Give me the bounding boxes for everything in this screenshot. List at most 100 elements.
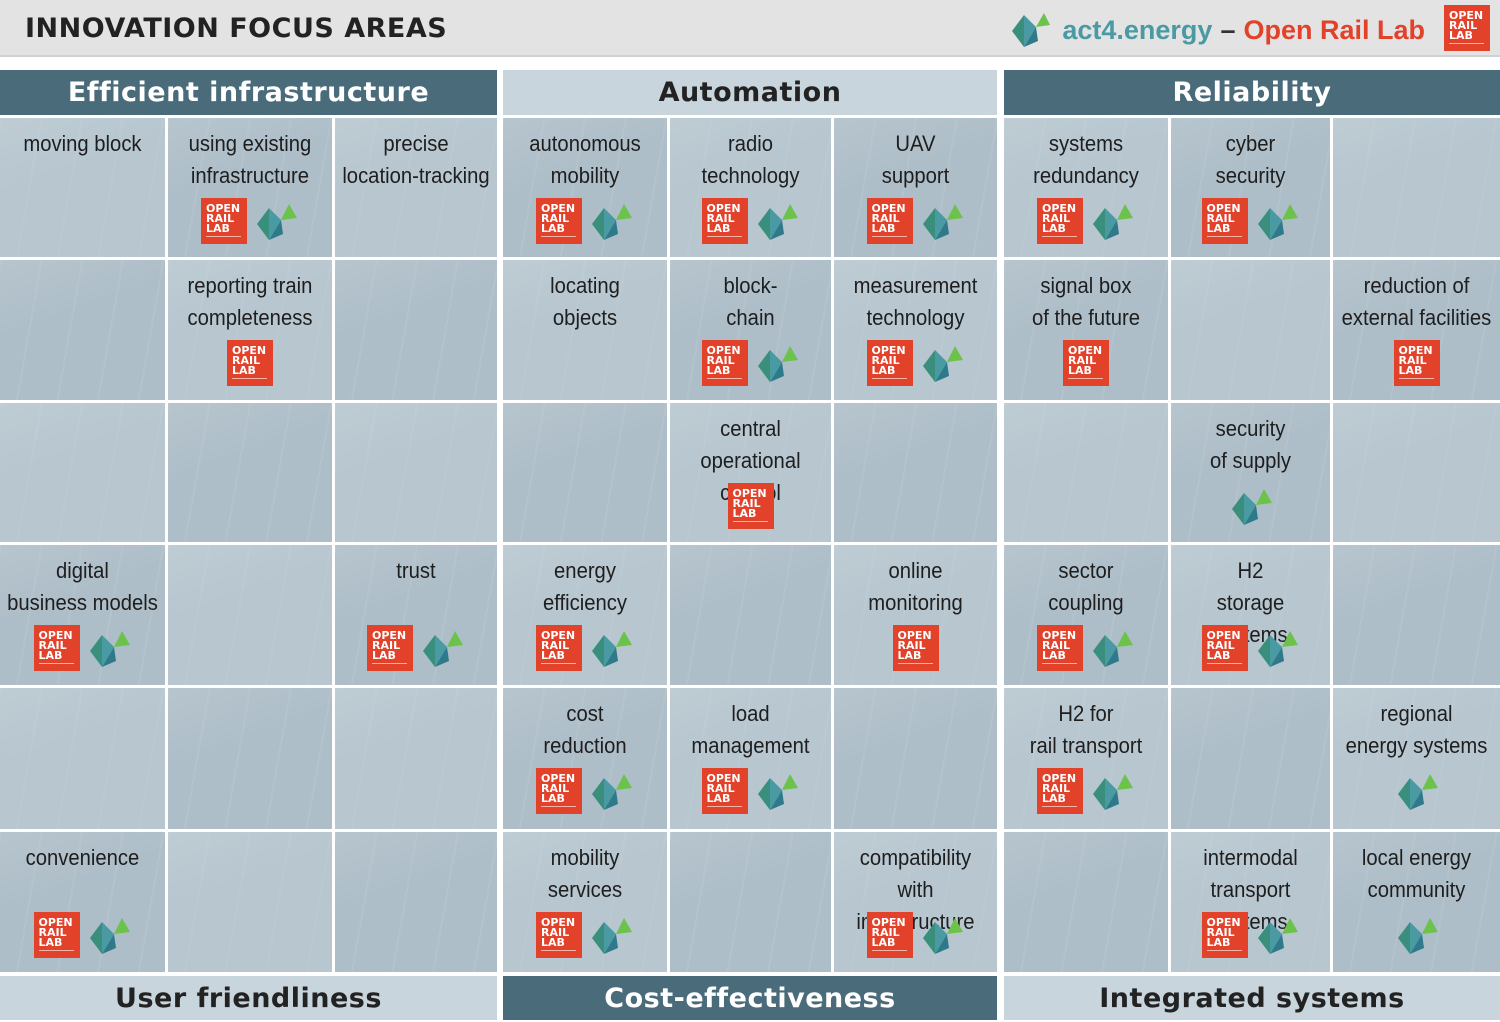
- act4-energy-logo-icon: [1257, 631, 1298, 667]
- category-header-reliability: Reliability: [1004, 70, 1500, 115]
- focus-cell-label: regional energy systems: [1345, 701, 1488, 758]
- focus-cell-label: online monitoring: [868, 558, 963, 615]
- act4-energy-logo-icon: [1093, 204, 1133, 240]
- partner-logos: OPEN RAIL LAB: [503, 198, 667, 244]
- open-rail-lab-logo-icon: OPEN RAIL LAB: [201, 198, 247, 244]
- focus-cell: local energy community: [1333, 832, 1500, 972]
- focus-cell-label: reporting train completeness: [187, 273, 313, 330]
- focus-cell-label: energy efficiency: [542, 558, 628, 615]
- focus-cell: [335, 403, 497, 542]
- brand: act4.energy – Open Rail Lab: [1008, 10, 1425, 50]
- focus-cell-label: intermodal transport systems: [1203, 845, 1298, 934]
- open-rail-lab-logo-icon: OPEN RAIL LAB: [1201, 912, 1248, 958]
- act4-energy-logo-icon: [757, 346, 798, 382]
- open-rail-lab-logo-icon: OPEN RAIL LAB: [367, 625, 413, 671]
- focus-cell: [168, 832, 332, 972]
- partner-logos: OPEN RAIL LAB: [834, 912, 997, 958]
- header-bar: INNOVATION FOCUS AREAS act4.energy – Ope…: [0, 0, 1500, 57]
- open-rail-lab-logo-icon: OPEN RAIL LAB: [866, 912, 913, 958]
- focus-cell: online monitoring OPEN RAIL LAB: [834, 545, 997, 685]
- focus-cell-label: precise location-tracking: [342, 131, 490, 188]
- category-footer-user-friendliness: User friendliness: [0, 976, 497, 1020]
- open-rail-lab-logo-icon: OPEN RAIL LAB: [536, 198, 582, 244]
- focus-cell: reduction of external facilities OPEN RAIL…: [1333, 260, 1500, 400]
- focus-cell: [1004, 403, 1168, 542]
- act4-energy-logo-icon: [592, 774, 632, 810]
- focus-cell-label: load management: [691, 701, 810, 758]
- open-rail-lab-logo-icon: OPEN RAIL LAB: [1037, 198, 1083, 244]
- open-rail-lab-logo-icon: OPEN RAIL LAB: [727, 483, 774, 529]
- partner-logos: OPEN RAIL LAB: [670, 483, 831, 529]
- act4-energy-logo-icon: [922, 918, 963, 954]
- partner-logos: OPEN RAIL LAB: [168, 198, 332, 244]
- act4-energy-logo-icon: [592, 631, 632, 667]
- focus-cell-label: locating objects: [550, 273, 620, 330]
- act4-energy-logo-icon: [757, 774, 798, 810]
- open-rail-lab-logo-icon: OPEN RAIL LAB: [536, 768, 582, 814]
- open-rail-lab-logo-icon: OPEN RAIL LAB: [1037, 768, 1083, 814]
- open-rail-lab-logo-icon: OPEN RAIL LAB: [701, 198, 748, 244]
- focus-cell-label: cyber security: [1215, 131, 1286, 188]
- focus-cell: [670, 832, 831, 972]
- focus-cell: [503, 403, 667, 542]
- open-rail-lab-logo-icon: OPEN RAIL LAB: [536, 912, 582, 958]
- act4-energy-logo-icon: [1093, 774, 1133, 810]
- open-rail-lab-logo-icon: OPEN RAIL LAB: [866, 198, 913, 244]
- partner-logos: OPEN RAIL LAB: [503, 912, 667, 958]
- focus-cell: cyber security OPEN RAIL LAB: [1171, 118, 1330, 257]
- focus-cell-label: security of supply: [1209, 416, 1292, 473]
- focus-cell: digital business models OPEN RAIL LAB: [0, 545, 165, 685]
- focus-cell-label: local energy community: [1361, 845, 1472, 902]
- open-rail-lab-logo-icon: OPEN RAIL LAB: [892, 625, 939, 671]
- focus-cell: signal box of the future OPEN RAIL LAB: [1004, 260, 1168, 400]
- focus-cell: [670, 545, 831, 685]
- act4-energy-logo-icon: [1397, 774, 1438, 810]
- focus-cell-label: H2 for rail transport: [1029, 701, 1143, 758]
- focus-cell-label: reduction of external facilities: [1341, 273, 1492, 330]
- focus-cell: [168, 545, 332, 685]
- focus-cell: H2 for rail transport OPEN RAIL LAB: [1004, 688, 1168, 829]
- act4-energy-logo-icon: [257, 204, 297, 240]
- focus-cell: [335, 260, 497, 400]
- focus-cell: [168, 403, 332, 542]
- focus-cell: [1004, 832, 1168, 972]
- focus-cell: precise location-tracking: [335, 118, 497, 257]
- act4-energy-logo-icon: [592, 204, 632, 240]
- focus-cell: using existing infrastructure OPEN RAIL LAB: [168, 118, 332, 257]
- focus-cell: central operational controlOPENRAILLAB: [670, 403, 831, 542]
- focus-cell: intermodal transport systems OPEN RAIL LAB: [1171, 832, 1330, 972]
- focus-cell-label: digital business models: [7, 558, 158, 615]
- focus-cell: [834, 403, 997, 542]
- focus-cell-label: sector coupling: [1048, 558, 1124, 615]
- focus-cell: [335, 688, 497, 829]
- focus-cell: [168, 688, 332, 829]
- open-rail-lab-logo-icon: OPEN RAIL LAB: [1444, 5, 1490, 51]
- focus-cell: [1333, 403, 1500, 542]
- focus-cell: [1333, 545, 1500, 685]
- focus-grid: Efficient infrastructure Automation Reliab…: [0, 70, 1500, 1020]
- partner-logos: OPEN RAIL LAB: [335, 625, 497, 671]
- act4-energy-logo-icon: [922, 204, 963, 240]
- focus-cell: block- chain OPEN RAIL LAB: [670, 260, 831, 400]
- open-rail-lab-logo-icon: OPEN RAIL LAB: [701, 768, 748, 814]
- partner-logos: OPEN RAIL LAB: [670, 768, 831, 814]
- brand-open-rail-lab: Open Rail Lab: [1243, 14, 1425, 45]
- focus-cell: systems redundancy OPEN RAIL LAB: [1004, 118, 1168, 257]
- focus-cell: [1171, 260, 1330, 400]
- category-header-automation: Automation: [503, 70, 997, 115]
- focus-cell: radio technology OPEN RAIL LAB: [670, 118, 831, 257]
- focus-cell-label: moving block: [23, 131, 142, 156]
- open-rail-lab-logo-icon: OPEN RAIL LAB: [701, 340, 748, 386]
- focus-cell-label: convenience: [25, 845, 140, 870]
- act4-energy-logo-icon: [423, 631, 463, 667]
- focus-cell: load management OPEN RAIL LAB: [670, 688, 831, 829]
- focus-cell: autonomous mobility OPEN RAIL LAB: [503, 118, 667, 257]
- focus-cell: [0, 688, 165, 829]
- focus-cell: [0, 403, 165, 542]
- act4-energy-logo-icon: [757, 204, 798, 240]
- partner-logos: [1171, 483, 1330, 529]
- partner-logos: OPEN RAIL LAB: [1171, 625, 1330, 671]
- partner-logos: OPEN RAIL LAB: [834, 625, 997, 671]
- focus-cell: mobility services OPEN RAIL LAB: [503, 832, 667, 972]
- focus-cell: compatibility with infrastructure OPEN RAI…: [834, 832, 997, 972]
